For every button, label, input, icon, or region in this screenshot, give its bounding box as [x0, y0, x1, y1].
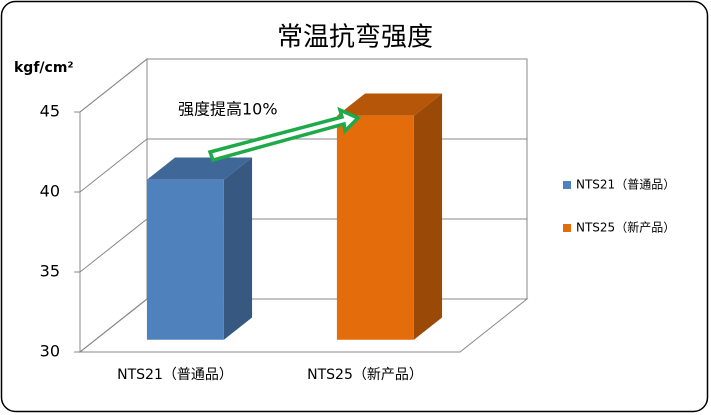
- bar-top: [146, 157, 253, 180]
- legend-swatch: [563, 224, 571, 232]
- bar-front: [146, 179, 224, 340]
- chart-title: 常温抗弯强度: [277, 23, 433, 53]
- bar-side: [413, 93, 443, 340]
- annotation: 强度提高10%: [178, 100, 278, 119]
- bar-side: [223, 157, 253, 340]
- y-tick-label: 35: [40, 262, 60, 281]
- y-tick-label: 30: [40, 342, 60, 361]
- grid-line: [79, 58, 527, 113]
- bar-top: [336, 93, 443, 116]
- bar-front: [336, 115, 414, 340]
- y-tick-label: 40: [40, 182, 60, 201]
- x-tick-label: NTS21（普通品）: [117, 367, 233, 383]
- legend-label: NTS21（普通品）: [576, 178, 675, 192]
- x-tick-label: NTS25（新产品）: [307, 367, 423, 383]
- y-axis-label: kgf/cm²: [14, 60, 74, 76]
- legend-label: NTS25（新产品）: [576, 220, 675, 235]
- increase-arrow: [207, 106, 362, 163]
- legend-swatch: [563, 181, 571, 189]
- y-tick-label: 45: [40, 102, 60, 121]
